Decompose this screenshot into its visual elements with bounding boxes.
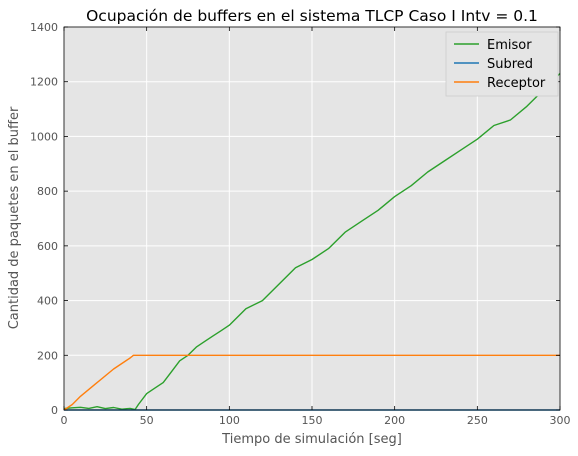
x-tick-label: 0 [61, 414, 68, 427]
x-tick-label: 100 [219, 414, 240, 427]
x-tick-label: 300 [550, 414, 571, 427]
legend-label-subred: Subred [487, 57, 533, 72]
y-tick-label: 400 [37, 295, 58, 308]
legend-box [445, 31, 559, 97]
x-tick-label: 200 [384, 414, 405, 427]
y-tick-label: 600 [37, 240, 58, 253]
y-tick-label: 1400 [30, 21, 58, 34]
x-tick-label: 50 [140, 414, 154, 427]
chart-title: Ocupación de buffers en el sistema TLCP … [86, 7, 538, 25]
axis-ticks: 0 50 100 150 200 250 300 0 200 400 600 800 1000 1200 1… [30, 21, 571, 427]
legend-label-receptor: Receptor [487, 76, 546, 91]
x-tick-label: 250 [467, 414, 488, 427]
x-axis-label: Tiempo de simulación [seg] [221, 432, 402, 447]
y-tick-label: 1000 [30, 130, 58, 143]
y-tick-label: 200 [37, 349, 58, 362]
y-tick-label: 1200 [30, 76, 58, 89]
y-tick-label: 0 [51, 404, 58, 417]
y-tick-label: 800 [37, 185, 58, 198]
legend-label-emisor: Emisor [487, 38, 532, 53]
x-tick-label: 150 [302, 414, 323, 427]
y-axis-label: Cantidad de paquetes en el buffer [7, 106, 22, 329]
series-line-emisor [63, 73, 561, 411]
legend: Emisor Subred Receptor [445, 31, 559, 97]
series-line-receptor [63, 354, 560, 411]
